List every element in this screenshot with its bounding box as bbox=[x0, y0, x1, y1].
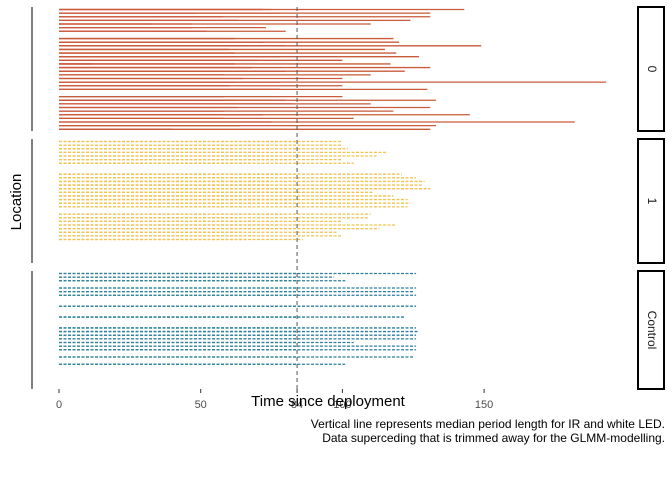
facet-strip-box bbox=[637, 270, 665, 390]
panel-0 bbox=[31, 7, 606, 131]
panels-layer bbox=[31, 7, 606, 389]
facet-strip-box bbox=[637, 6, 665, 132]
panel-Control bbox=[31, 271, 419, 389]
facet-strip-0: 0 bbox=[637, 6, 665, 132]
y-axis-title: Location bbox=[8, 174, 25, 231]
facet-strips: 0 1 Control bbox=[637, 6, 665, 390]
facet-strip-box bbox=[637, 138, 665, 264]
x-tick-label: 50 bbox=[195, 399, 207, 411]
facet-strip-label: 1 bbox=[645, 198, 659, 205]
x-tick-label: 150 bbox=[475, 399, 493, 411]
facet-strip-label: 0 bbox=[645, 66, 659, 73]
facet-strip-label: Control bbox=[645, 311, 659, 350]
x-axis: 0 50 84 100 150 bbox=[56, 389, 493, 411]
facet-strip-Control: Control bbox=[637, 270, 665, 390]
caption-line-1: Vertical line represents median period l… bbox=[311, 417, 665, 431]
panel-1 bbox=[31, 139, 431, 263]
facet-strip-1: 1 bbox=[637, 138, 665, 264]
x-tick-label: 0 bbox=[56, 399, 62, 411]
x-tick-label: 100 bbox=[333, 399, 351, 411]
x-axis-title: Time since deployment bbox=[251, 393, 406, 410]
x-tick-label: 84 bbox=[291, 399, 303, 411]
caption-line-2: Data superceding that is trimmed away fo… bbox=[322, 431, 665, 445]
